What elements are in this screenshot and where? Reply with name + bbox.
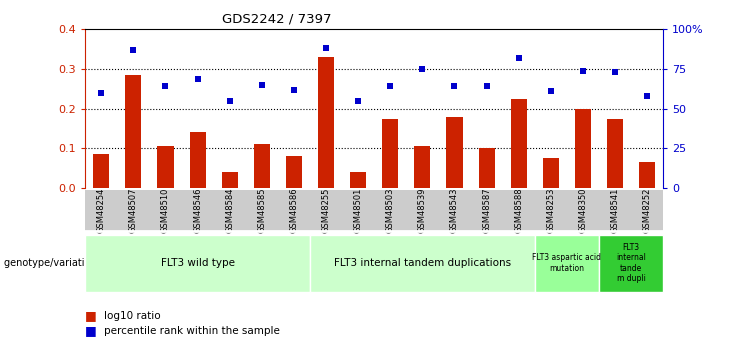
Point <box>609 69 621 75</box>
Point <box>641 93 653 99</box>
Text: GSM48543: GSM48543 <box>450 188 459 233</box>
Bar <box>511 99 527 188</box>
Point <box>577 68 589 73</box>
Bar <box>286 156 302 188</box>
Bar <box>446 117 462 188</box>
Point <box>96 90 107 96</box>
Text: GSM48546: GSM48546 <box>193 188 202 233</box>
Point <box>481 84 493 89</box>
Point <box>320 46 332 51</box>
Point <box>224 98 236 104</box>
Bar <box>479 148 495 188</box>
Text: GSM48503: GSM48503 <box>386 188 395 233</box>
Point <box>545 88 556 94</box>
Text: GDS2242 / 7397: GDS2242 / 7397 <box>222 12 332 25</box>
Text: FLT3
internal
tande
m dupli: FLT3 internal tande m dupli <box>617 243 646 283</box>
Text: GSM48254: GSM48254 <box>97 188 106 233</box>
Text: genotype/variation ▶: genotype/variation ▶ <box>4 258 107 268</box>
Text: GSM48587: GSM48587 <box>482 188 491 233</box>
Bar <box>542 158 559 188</box>
Text: ■: ■ <box>85 309 97 322</box>
Text: GSM48541: GSM48541 <box>611 188 619 233</box>
Point <box>127 47 139 53</box>
Point <box>448 84 460 89</box>
Bar <box>382 119 399 188</box>
Bar <box>350 172 366 188</box>
Bar <box>414 146 431 188</box>
Bar <box>253 144 270 188</box>
Point <box>513 55 525 61</box>
Bar <box>222 172 238 188</box>
Bar <box>575 109 591 188</box>
Text: GSM48255: GSM48255 <box>322 188 330 233</box>
Text: FLT3 aspartic acid
mutation: FLT3 aspartic acid mutation <box>532 253 602 273</box>
Text: GSM48539: GSM48539 <box>418 188 427 233</box>
Text: GSM48585: GSM48585 <box>257 188 266 233</box>
Bar <box>639 162 655 188</box>
Point <box>416 66 428 72</box>
Text: GSM48253: GSM48253 <box>546 188 555 233</box>
Bar <box>190 132 205 188</box>
Point <box>192 76 204 81</box>
Bar <box>318 57 334 188</box>
Bar <box>93 154 110 188</box>
Point <box>256 82 268 88</box>
Text: GSM48501: GSM48501 <box>353 188 362 233</box>
Text: FLT3 internal tandem duplications: FLT3 internal tandem duplications <box>333 258 511 268</box>
Text: GSM48510: GSM48510 <box>161 188 170 233</box>
Bar <box>607 119 623 188</box>
Point <box>385 84 396 89</box>
Text: GSM48507: GSM48507 <box>129 188 138 233</box>
Text: log10 ratio: log10 ratio <box>104 311 160 321</box>
Bar <box>157 146 173 188</box>
Text: GSM48586: GSM48586 <box>290 188 299 233</box>
Point <box>159 84 171 89</box>
Text: GSM48584: GSM48584 <box>225 188 234 233</box>
Text: ■: ■ <box>85 324 97 337</box>
Text: percentile rank within the sample: percentile rank within the sample <box>104 326 279 335</box>
Point <box>288 87 300 92</box>
Text: GSM48588: GSM48588 <box>514 188 523 233</box>
Text: GSM48252: GSM48252 <box>642 188 651 233</box>
Bar <box>125 75 142 188</box>
Text: GSM48350: GSM48350 <box>579 188 588 233</box>
Point <box>352 98 364 104</box>
Text: FLT3 wild type: FLT3 wild type <box>161 258 235 268</box>
